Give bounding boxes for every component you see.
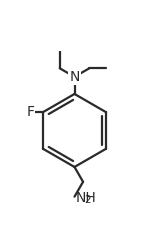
Text: N: N (69, 70, 80, 84)
Text: 2: 2 (84, 195, 91, 205)
Text: F: F (26, 105, 34, 119)
Text: NH: NH (75, 191, 96, 205)
